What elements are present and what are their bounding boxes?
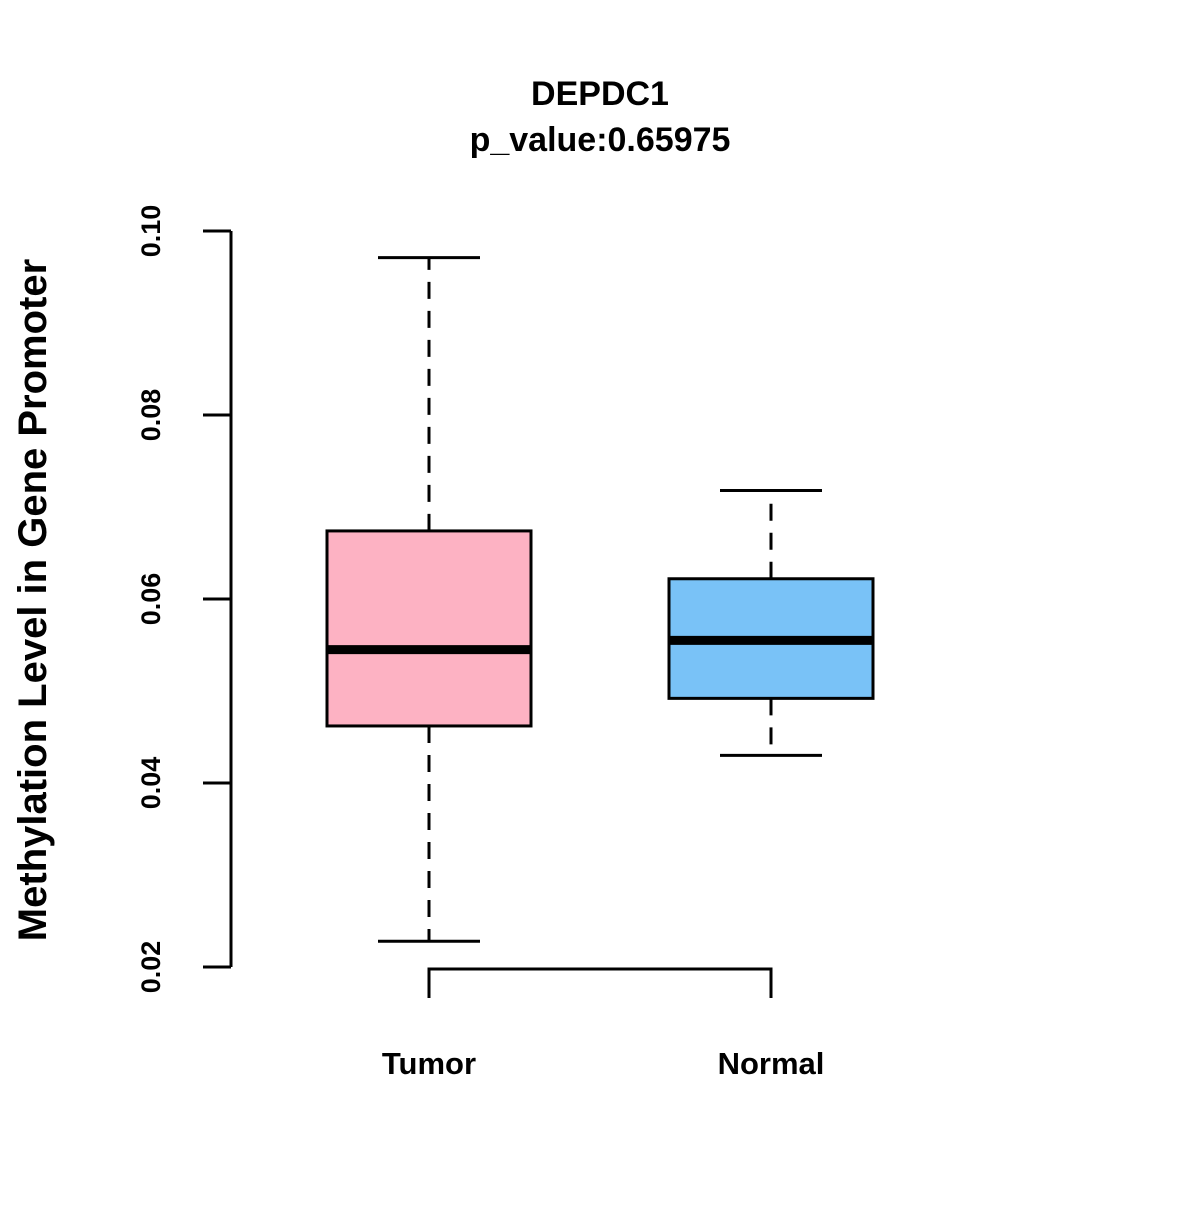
- x-label-normal: Normal: [718, 1046, 825, 1081]
- y-tick-label: 0.06: [136, 573, 166, 626]
- boxes-group: [325, 256, 875, 943]
- box-tumor: [325, 256, 533, 943]
- y-axis-label: Methylation Level in Gene Promoter: [11, 259, 55, 941]
- chart-subtitle: p_value:0.65975: [470, 121, 731, 159]
- significance-bracket: [427, 967, 773, 998]
- iqr-box: [325, 529, 533, 728]
- y-tick-label: 0.08: [136, 389, 166, 442]
- chart-title: DEPDC1: [531, 75, 669, 113]
- y-tick-label: 0.04: [136, 757, 166, 810]
- y-tick-label: 0.02: [136, 941, 166, 994]
- x-axis-labels: Tumor Normal: [382, 1046, 824, 1081]
- y-tick-label: 0.10: [136, 205, 166, 258]
- x-label-tumor: Tumor: [382, 1046, 476, 1081]
- box-normal: [667, 488, 875, 757]
- bracket-line: [427, 967, 773, 998]
- y-axis: 0.02 0.04 0.06 0.08 0.10: [136, 205, 233, 994]
